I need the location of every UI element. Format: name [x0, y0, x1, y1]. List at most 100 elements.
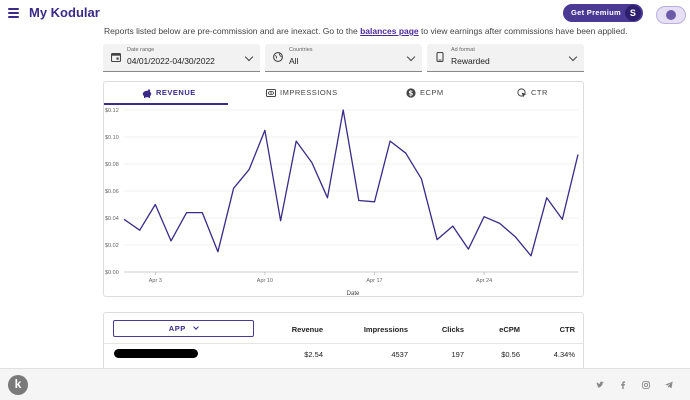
y-tick-label: $0.00 — [105, 270, 119, 276]
app-button-label: APP — [168, 324, 186, 333]
ad-format-label: Ad format — [451, 47, 475, 53]
data-point[interactable] — [325, 195, 330, 200]
app-revenue-table: APP Revenue Impressions Clicks eCPM CTR … — [103, 312, 584, 372]
data-point[interactable] — [576, 152, 581, 157]
data-point[interactable] — [309, 160, 314, 165]
cell-clicks: 197 — [451, 350, 464, 359]
y-tick-label: $0.10 — [105, 135, 119, 141]
theme-toggle-button[interactable] — [656, 6, 686, 24]
data-point[interactable] — [122, 217, 127, 222]
y-tick-label: $0.04 — [105, 216, 119, 222]
y-tick-label: $0.12 — [105, 108, 119, 114]
data-point[interactable] — [388, 139, 393, 144]
tab-impressions-label: IMPRESSIONS — [280, 88, 338, 97]
x-tick-label: Apr 17 — [366, 278, 382, 284]
data-point[interactable] — [341, 108, 346, 113]
chevron-down-icon — [568, 52, 578, 62]
redacted-app-name — [114, 349, 198, 358]
tab-ctr-label: CTR — [531, 88, 548, 97]
data-point[interactable] — [466, 247, 471, 252]
menu-icon[interactable] — [8, 8, 19, 18]
data-point[interactable] — [137, 228, 142, 233]
revenue-series-line — [123, 109, 579, 257]
calendar-icon — [111, 52, 121, 62]
data-point[interactable] — [419, 176, 424, 181]
app-column-selector-button[interactable]: APP — [113, 320, 254, 337]
data-point[interactable] — [215, 249, 220, 254]
data-point[interactable] — [435, 237, 440, 242]
data-point[interactable] — [403, 151, 408, 156]
chevron-down-icon — [406, 52, 416, 62]
data-point[interactable] — [450, 224, 455, 229]
data-point[interactable] — [544, 195, 549, 200]
data-point[interactable] — [168, 238, 173, 243]
tab-impressions[interactable]: IMPRESSIONS — [266, 82, 338, 104]
cell-ctr: 4.34% — [553, 350, 575, 359]
ad-format-value: Rewarded — [451, 56, 490, 66]
revenue-chart-card: REVENUE IMPRESSIONS $ ECPM CTR $0.00 $0.0… — [103, 81, 584, 297]
toggle-knob-icon — [666, 10, 676, 20]
globe-icon — [273, 52, 283, 62]
data-point[interactable] — [513, 234, 518, 239]
date-range-value: 04/01/2022-04/30/2022 — [127, 56, 215, 66]
eye-icon — [266, 89, 276, 98]
avatar: S — [625, 5, 641, 21]
header-clicks[interactable]: Clicks — [441, 325, 464, 334]
x-axis-title: Date — [347, 291, 360, 297]
header-impressions[interactable]: Impressions — [363, 325, 408, 334]
y-tick-label: $0.06 — [105, 189, 119, 195]
facebook-icon[interactable] — [619, 381, 627, 389]
get-premium-button[interactable]: Get Premium S — [563, 4, 643, 22]
data-point[interactable] — [497, 221, 502, 226]
data-point[interactable] — [482, 214, 487, 219]
kodular-logo[interactable]: k — [8, 375, 28, 395]
data-point[interactable] — [262, 128, 267, 133]
header-ctr[interactable]: CTR — [559, 325, 575, 334]
tab-ctr[interactable]: CTR — [517, 82, 548, 104]
ad-format-select[interactable]: Ad format Rewarded — [427, 44, 584, 72]
tab-ecpm[interactable]: $ ECPM — [406, 82, 444, 104]
commission-notice: Reports listed below are pre-commission … — [104, 26, 628, 36]
data-point[interactable] — [184, 210, 189, 215]
phone-icon — [436, 52, 444, 62]
date-range-select[interactable]: Date range 04/01/2022-04/30/2022 — [103, 44, 260, 72]
data-point[interactable] — [247, 167, 252, 172]
piggy-bank-icon — [142, 88, 152, 98]
data-point[interactable] — [560, 217, 565, 222]
countries-select[interactable]: Countries All — [265, 44, 422, 72]
notice-text-end: to view earnings after commissions have … — [418, 26, 628, 36]
header-revenue[interactable]: Revenue — [291, 325, 323, 334]
chevron-down-icon — [193, 324, 200, 330]
x-tick-label: Apr 10 — [257, 278, 273, 284]
cursor-click-icon — [517, 88, 527, 98]
x-tick-label: Apr 24 — [476, 278, 492, 284]
data-point[interactable] — [294, 139, 299, 144]
twitter-icon[interactable] — [596, 381, 604, 389]
tab-ecpm-label: ECPM — [420, 88, 444, 97]
instagram-icon[interactable] — [642, 381, 650, 389]
data-point[interactable] — [200, 210, 205, 215]
premium-label: Get Premium — [571, 8, 621, 17]
cell-ecpm: $0.56 — [501, 350, 520, 359]
data-point[interactable] — [372, 199, 377, 204]
svg-text:$: $ — [408, 90, 413, 98]
telegram-icon[interactable] — [665, 381, 673, 389]
countries-label: Countries — [289, 47, 313, 53]
header-ecpm[interactable]: eCPM — [499, 325, 520, 334]
tab-revenue[interactable]: REVENUE — [142, 82, 196, 104]
x-tick-label: Apr 3 — [149, 278, 162, 284]
cell-impressions: 4537 — [391, 350, 408, 359]
data-point[interactable] — [153, 202, 158, 207]
balances-page-link[interactable]: balances page — [360, 26, 419, 36]
y-tick-label: $0.08 — [105, 162, 119, 168]
y-tick-label: $0.02 — [105, 243, 119, 249]
divider — [104, 343, 583, 344]
active-tab-indicator — [104, 103, 228, 105]
data-point[interactable] — [356, 198, 361, 203]
chevron-down-icon — [244, 52, 254, 62]
data-point[interactable] — [231, 186, 236, 191]
cell-revenue: $2.54 — [304, 350, 323, 359]
data-point[interactable] — [278, 218, 283, 223]
dollar-icon: $ — [406, 88, 416, 98]
data-point[interactable] — [529, 253, 534, 258]
